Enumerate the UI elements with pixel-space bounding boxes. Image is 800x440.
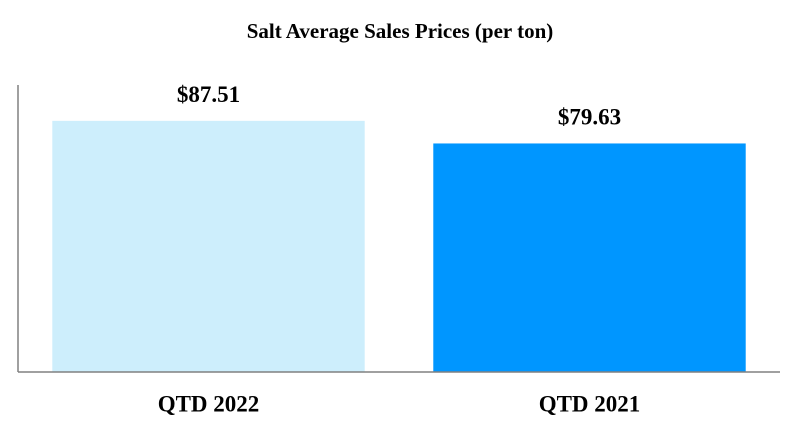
x-tick-label: QTD 2021 bbox=[539, 391, 641, 416]
data-label: $87.51 bbox=[177, 82, 240, 107]
data-label: $79.63 bbox=[558, 105, 621, 130]
x-tick-label: QTD 2022 bbox=[158, 391, 260, 416]
bar bbox=[52, 120, 365, 372]
bar bbox=[433, 143, 746, 372]
chart-title: Salt Average Sales Prices (per ton) bbox=[247, 19, 554, 43]
